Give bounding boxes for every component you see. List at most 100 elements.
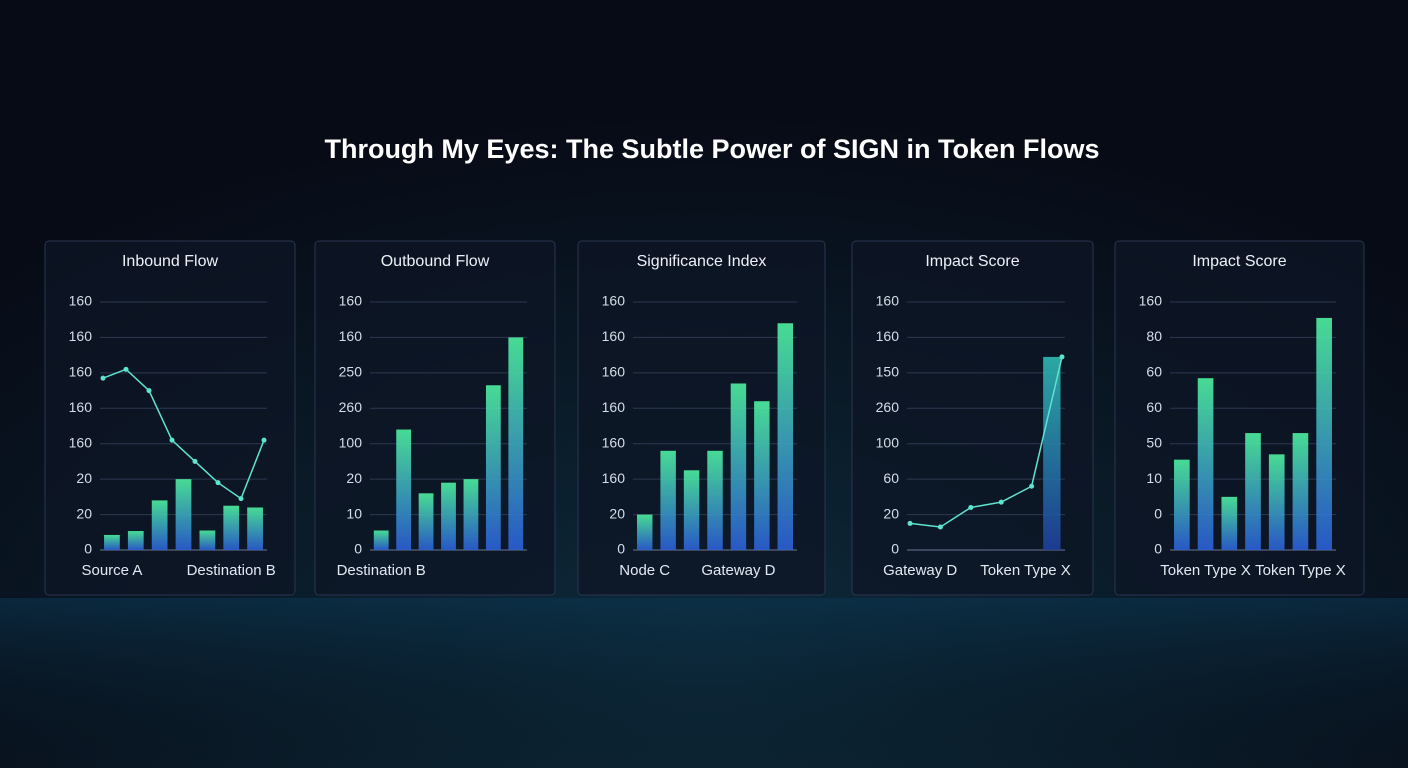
bar: [660, 450, 676, 550]
y-tick-label: 0: [84, 541, 92, 557]
bar: [175, 479, 192, 550]
y-tick-label: 160: [876, 293, 900, 309]
x-tick-label: Gateway D: [883, 562, 957, 579]
bar: [223, 505, 240, 550]
bar: [1316, 317, 1332, 550]
bar: [730, 383, 747, 550]
x-tick-label: Node C: [619, 562, 670, 579]
y-tick-label: 260: [876, 399, 900, 415]
line-point: [169, 437, 175, 443]
line-point: [215, 480, 221, 486]
y-tick-label: 160: [339, 328, 363, 344]
x-tick-label: Gateway D: [701, 562, 775, 579]
panel-title: Inbound Flow: [122, 253, 219, 270]
y-tick-label: 150: [876, 364, 900, 380]
panel: [851, 240, 1094, 596]
x-tick-label: Destination B: [337, 562, 426, 579]
y-tick-label: 160: [69, 328, 93, 344]
y-tick-label: 160: [876, 328, 900, 344]
x-tick-label: Token Type X: [980, 562, 1071, 579]
line-point: [146, 388, 152, 394]
y-tick-label: 0: [1154, 541, 1162, 557]
bar: [396, 429, 412, 550]
y-tick-label: 0: [617, 541, 625, 557]
x-tick-label: Token Type X: [1160, 562, 1251, 579]
line: [909, 356, 1063, 528]
y-tick-label: 160: [602, 399, 626, 415]
bar: [463, 479, 479, 550]
bar: [1197, 378, 1214, 550]
line-point: [123, 366, 129, 372]
line-point: [998, 499, 1004, 505]
bar: [683, 470, 700, 550]
x-tick-label: Token Type X: [1255, 562, 1346, 579]
line-point: [968, 504, 974, 510]
line-point: [100, 375, 106, 381]
y-tick-label: 160: [69, 293, 93, 309]
line-point: [1059, 354, 1065, 360]
y-tick-label: 100: [876, 434, 900, 450]
line-point: [192, 458, 198, 464]
line-point: [1029, 483, 1035, 489]
y-tick-label: 160: [69, 399, 93, 415]
bar: [373, 530, 389, 550]
bar: [199, 530, 216, 550]
y-tick-label: 100: [339, 434, 363, 450]
y-tick-label: 160: [602, 364, 626, 380]
y-tick-label: 10: [1146, 470, 1162, 486]
line-point: [937, 524, 943, 530]
y-tick-label: 10: [346, 505, 362, 521]
y-tick-label: 60: [1146, 399, 1162, 415]
bar: [1245, 433, 1261, 550]
floor-glow: [0, 598, 1408, 768]
bar: [485, 385, 501, 550]
bar: [777, 323, 794, 550]
bar: [418, 493, 434, 550]
x-tick-label: Source A: [81, 562, 142, 579]
y-tick-label: 250: [339, 364, 363, 380]
bar: [508, 337, 524, 550]
y-tick-label: 160: [1139, 293, 1163, 309]
y-tick-label: 80: [1146, 328, 1162, 344]
bar: [1292, 433, 1309, 550]
line-point: [261, 437, 267, 443]
bar: [636, 514, 653, 550]
x-tick-label: Destination B: [187, 562, 276, 579]
y-tick-label: 160: [602, 293, 626, 309]
y-tick-label: 160: [69, 364, 93, 380]
bar: [1174, 459, 1190, 550]
line-point: [238, 496, 244, 502]
panel-title: Significance Index: [637, 253, 767, 270]
y-tick-label: 160: [602, 434, 626, 450]
y-tick-label: 0: [891, 541, 899, 557]
y-tick-label: 160: [602, 328, 626, 344]
panel-title: Impact Score: [1192, 253, 1286, 270]
y-tick-label: 260: [339, 399, 363, 415]
y-tick-label: 50: [1146, 434, 1162, 450]
y-tick-label: 20: [76, 470, 92, 486]
y-tick-label: 160: [69, 434, 93, 450]
y-tick-label: 160: [339, 293, 363, 309]
bar: [104, 534, 120, 550]
line: [102, 368, 265, 500]
y-tick-label: 60: [1146, 364, 1162, 380]
bar: [754, 401, 770, 550]
bar: [247, 507, 263, 550]
line-point: [907, 520, 913, 526]
y-tick-label: 0: [354, 541, 362, 557]
bar: [707, 450, 723, 550]
y-tick-label: 20: [76, 505, 92, 521]
bar: [1221, 496, 1238, 550]
y-tick-label: 20: [609, 505, 625, 521]
bar: [151, 500, 168, 550]
y-tick-label: 20: [346, 470, 362, 486]
y-tick-label: 160: [602, 470, 626, 486]
y-tick-label: 0: [1154, 505, 1162, 521]
bar: [1043, 356, 1061, 550]
bar: [1268, 454, 1285, 550]
panel-title: Impact Score: [925, 253, 1019, 270]
bar: [441, 482, 456, 550]
page-title: Through My Eyes: The Subtle Power of SIG…: [324, 134, 1099, 164]
